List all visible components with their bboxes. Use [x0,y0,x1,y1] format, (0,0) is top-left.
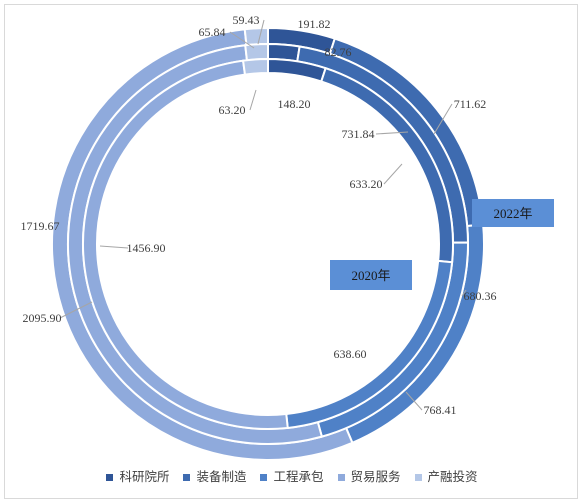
data-label-middle-3: 1719.67 [21,219,60,233]
legend-item: 工程承包 [260,466,324,485]
leader-line-inner-1 [383,163,403,185]
data-label-inner-0: 148.20 [278,97,311,111]
leader-line-inner-4 [249,89,257,111]
legend-item: 科研院所 [106,466,169,485]
data-label-inner-2: 638.60 [334,347,367,361]
leader-line-middle-2 [461,289,467,297]
data-label-middle-0: 82.76 [325,45,352,59]
legend-label: 产融投资 [427,469,478,484]
data-label-outer-2: 768.41 [424,403,457,417]
data-label-middle-4: 59.43 [233,13,260,27]
slice-outer-4 [243,26,269,47]
legend-item: 贸易服务 [337,466,401,485]
data-label-outer-1: 711.62 [454,97,487,111]
legend-item: 装备制造 [183,466,246,485]
leader-line-outer-2 [405,391,423,411]
legend-label: 贸易服务 [350,469,401,484]
legend-item: 产融投资 [414,466,478,485]
leader-line-middle-4 [257,19,265,45]
slice-inner-4 [241,57,269,76]
leader-line-middle-1 [375,131,409,135]
legend-swatch [183,474,191,481]
data-label-outer-4: 65.84 [199,25,226,39]
year-tag-label-1: 2020年 [351,268,390,283]
year-tag-box-1 [330,260,412,290]
leader-line-outer-3 [59,301,93,319]
year-tag-label-0: 2022年 [493,206,532,221]
legend-swatch [337,474,345,481]
legend: 科研院所 装备制造 工程承包 贸易服务 产融投资 [0,466,584,485]
data-label-inner-4: 63.20 [219,103,246,117]
data-label-outer-3: 2095.90 [23,311,62,325]
legend-label: 科研院所 [119,469,170,484]
legend-label: 装备制造 [196,469,247,484]
data-label-outer-0: 191.82 [298,17,331,31]
legend-label: 工程承包 [273,469,324,484]
legend-swatch [106,474,114,481]
legend-swatch [260,474,268,481]
year-tag-box-0 [472,199,554,227]
data-label-inner-3: 1456.90 [127,241,166,255]
donut-chart: 191.82 711.62 768.41 2095.90 65.84 82.76 731.8… [21,13,554,461]
legend-swatch [414,474,422,481]
leader-line-outer-4 [229,31,255,49]
leader-line-outer-1 [433,103,453,135]
data-label-middle-2: 680.36 [464,289,497,303]
data-label-middle-1: 731.84 [342,127,375,141]
data-label-inner-1: 633.20 [350,177,383,191]
leader-line-inner-3 [99,245,129,249]
slice-middle-4 [244,42,269,62]
